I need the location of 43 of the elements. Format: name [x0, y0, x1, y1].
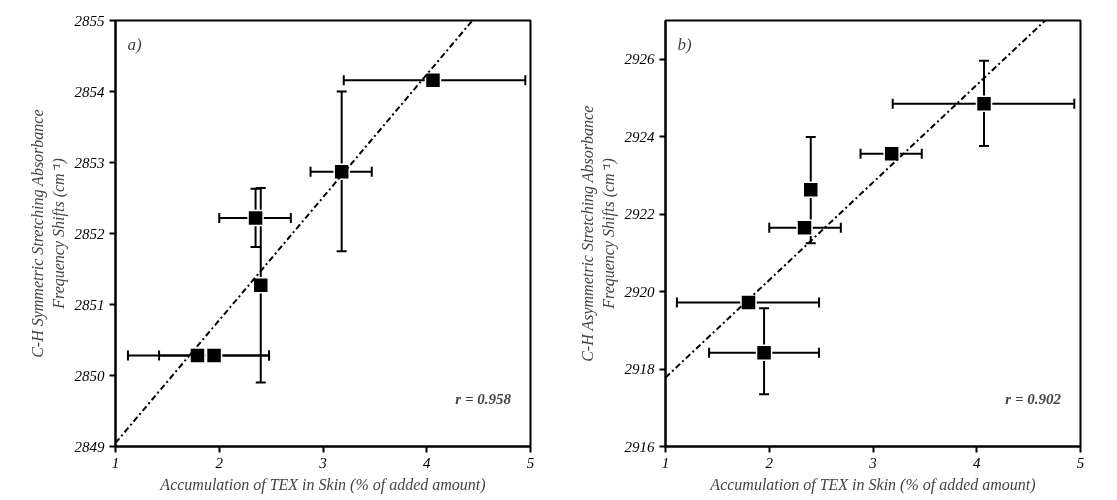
annotation: r = 0.902: [1005, 390, 1062, 407]
x-tick-label: 5: [1076, 454, 1085, 471]
annotation: b): [677, 34, 692, 54]
y-tick-label: 2922: [624, 206, 655, 223]
point: [252, 277, 269, 294]
y-tick-label: 2916: [624, 438, 655, 455]
y-tick-label: 2851: [74, 296, 105, 313]
point: [883, 145, 900, 162]
x-tick-label: 4: [423, 454, 431, 471]
x-tick-label: 1: [111, 454, 120, 471]
y-tick-label: 2854: [74, 83, 105, 100]
y-tick-label: 2850: [74, 367, 105, 384]
y-tick-label: 2926: [624, 51, 655, 68]
y-tick-label: 2918: [624, 361, 655, 378]
x-tick-label: 2: [765, 454, 774, 471]
y-tick-label: 2849: [74, 438, 105, 455]
point: [189, 347, 206, 364]
x-tick-label: 3: [868, 454, 877, 471]
y-tick-label: 2924: [624, 128, 655, 145]
y-axis-title: C-H Symmetric Stretching Absorbance Frequency Shifts (cm⁻¹): [29, 109, 68, 358]
point: [796, 219, 813, 236]
x-tick-label: 2: [215, 454, 224, 471]
point: [424, 71, 442, 89]
point: [205, 347, 223, 364]
point: [802, 181, 819, 198]
point: [755, 344, 773, 362]
x-tick-label: 5: [526, 454, 535, 471]
x-axis-title: Accumulation of TEX in Skin (% of added amount): [159, 475, 486, 494]
y-axis-title: C-H Asymmetric Stretching Absorbance Frequency Shifts (cm⁻¹): [579, 105, 618, 362]
y-tick-label: 2853: [74, 154, 105, 171]
x-tick-label: 1: [661, 454, 670, 471]
x-tick-label: 4: [973, 454, 981, 471]
point: [975, 95, 993, 113]
y-tick-label: 2920: [624, 283, 655, 300]
x-axis-title: Accumulation of TEX in Skin (% of added amount): [709, 475, 1036, 494]
point: [740, 294, 757, 311]
annotation: r = 0.958: [455, 390, 512, 407]
point: [247, 209, 264, 227]
annotation: a): [127, 34, 142, 54]
x-tick-label: 3: [318, 454, 327, 471]
y-tick-label: 2855: [74, 12, 105, 29]
y-tick-label: 2852: [74, 225, 105, 242]
point: [333, 163, 350, 180]
